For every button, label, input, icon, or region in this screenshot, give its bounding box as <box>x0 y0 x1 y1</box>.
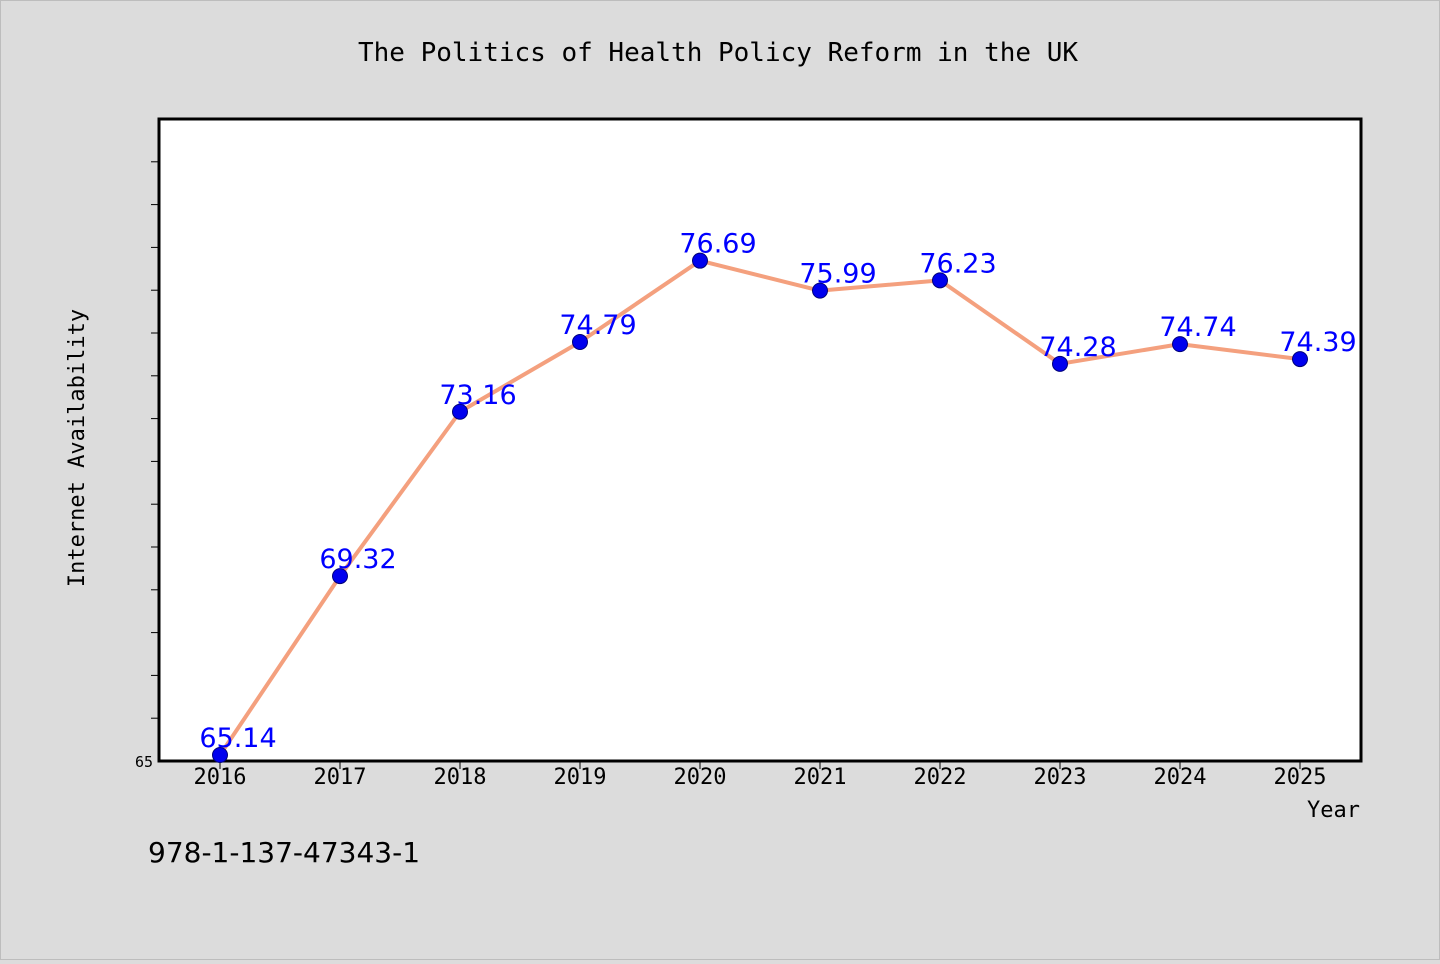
data-label: 76.23 <box>919 248 996 279</box>
data-label: 75.99 <box>799 259 876 290</box>
data-label: 74.79 <box>559 310 636 341</box>
x-tick-label: 2022 <box>914 765 967 790</box>
isbn-label: 978-1-137-47343-1 <box>148 836 420 869</box>
data-point <box>332 568 348 585</box>
data-point <box>1172 336 1188 353</box>
data-label: 76.69 <box>679 229 756 260</box>
x-tick-label: 2021 <box>794 765 847 790</box>
y-tick-label: 65 <box>135 753 153 771</box>
x-tick-label: 2017 <box>314 765 367 790</box>
data-point <box>1052 355 1068 372</box>
plot-area <box>157 117 1363 763</box>
x-tick-label: 2023 <box>1034 765 1087 790</box>
x-axis-label: Year <box>1307 798 1360 823</box>
data-point <box>212 747 228 764</box>
y-axis-ticks: 65 <box>135 161 159 771</box>
data-point <box>1292 351 1308 368</box>
data-point <box>812 282 828 299</box>
data-label: 74.39 <box>1279 327 1356 358</box>
chart-title: The Politics of Health Policy Reform in … <box>358 38 1078 68</box>
x-tick-label: 2020 <box>674 765 727 790</box>
series-layer <box>212 252 1308 764</box>
data-label: 65.14 <box>199 723 276 754</box>
data-point <box>572 333 588 350</box>
data-label: 73.16 <box>439 380 516 411</box>
x-axis-ticks: 2016 2017 2018 2019 2020 2021 2022 2023 2024 2025 <box>194 761 1327 790</box>
data-labels: 65.14 69.32 73.16 74.79 76.69 75.99 76.23 74.28… <box>199 229 1356 754</box>
x-tick-label: 2018 <box>434 765 487 790</box>
x-tick-label: 2024 <box>1154 765 1207 790</box>
data-label: 74.28 <box>1039 332 1116 363</box>
x-tick-label: 2016 <box>194 765 247 790</box>
x-tick-label: 2019 <box>554 765 607 790</box>
data-point <box>932 272 948 289</box>
x-tick-label: 2025 <box>1274 765 1327 790</box>
y-axis-label: Internet Availability <box>65 309 90 587</box>
series-line <box>218 258 1302 758</box>
data-point <box>452 403 468 420</box>
data-point <box>692 252 708 269</box>
data-label: 69.32 <box>319 544 396 575</box>
data-label: 74.74 <box>1159 312 1236 343</box>
